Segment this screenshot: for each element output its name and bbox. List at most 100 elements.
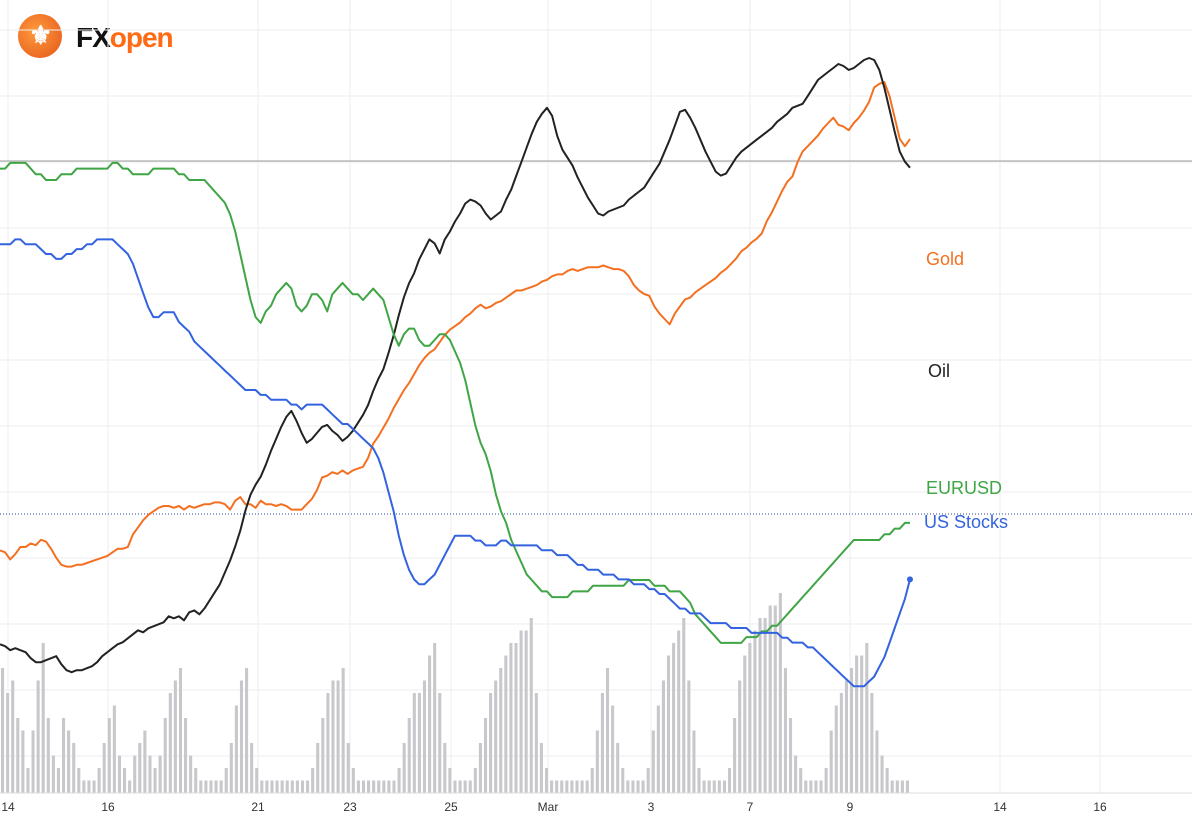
volume-bar — [529, 618, 533, 793]
volume-bar — [382, 780, 386, 793]
volume-bar — [555, 780, 559, 793]
volume-bar — [677, 630, 681, 793]
volume-bar — [377, 780, 381, 793]
volume-bar — [712, 780, 716, 793]
volume-bar — [239, 680, 244, 793]
volume-bar — [300, 780, 305, 793]
volume-bar — [880, 755, 884, 793]
volume-bar — [682, 618, 686, 793]
volume-bar — [544, 768, 549, 793]
volume-bar — [107, 718, 111, 793]
series-label-gold: Gold — [926, 249, 965, 269]
volume-bar — [67, 730, 71, 793]
x-tick-label: 16 — [101, 800, 115, 814]
volume-bar — [575, 780, 579, 793]
volume-bar — [534, 693, 538, 793]
volume-bar — [560, 780, 564, 793]
series-line-us-stocks — [0, 238, 911, 688]
volume-bar — [621, 768, 625, 793]
volume-bar — [611, 705, 615, 793]
volume-bar — [697, 768, 701, 793]
series-label-oil: Oil — [928, 361, 950, 381]
volume-bar — [641, 780, 645, 793]
volume-bar — [631, 780, 635, 793]
volume-bar — [21, 730, 25, 793]
volume-bar — [336, 680, 340, 793]
volume-bar — [855, 655, 859, 793]
volume-bar — [178, 668, 183, 793]
volume-bar — [204, 780, 208, 793]
volume-bar — [72, 743, 76, 793]
volume-bar — [483, 718, 488, 793]
volume-bar — [524, 630, 528, 793]
volume-bar — [163, 718, 167, 793]
volume-bar — [346, 743, 350, 793]
series-line-eurusd — [0, 161, 910, 644]
volume-bar — [77, 768, 81, 793]
volume-bar — [219, 780, 223, 793]
volume-bar — [31, 730, 35, 793]
volume-bar — [905, 780, 909, 793]
volume-bar — [234, 705, 238, 793]
volume-bar — [148, 755, 152, 793]
volume-bar — [194, 768, 198, 793]
volume-bar — [290, 780, 294, 793]
volume-bar — [788, 718, 793, 793]
volume-bar — [814, 780, 818, 793]
volume-bar — [265, 780, 269, 793]
volume-bar — [97, 768, 101, 793]
volume-bar — [51, 755, 55, 793]
volume-bar — [478, 743, 482, 793]
volume-bar — [214, 780, 218, 793]
logo-open-text: open — [109, 22, 174, 53]
volume-bar — [112, 705, 116, 793]
dragon-glyph-icon: ⚜ — [29, 20, 53, 50]
volume-bar — [626, 780, 630, 793]
volume-bar — [809, 780, 813, 793]
volume-bar — [260, 780, 264, 793]
volume-bar — [321, 718, 325, 793]
x-tick-label: 3 — [648, 800, 655, 814]
x-tick-label: 7 — [747, 800, 754, 814]
dragon-badge-icon: ⚜ — [18, 14, 62, 58]
volume-bar — [356, 780, 360, 793]
volume-bar — [316, 743, 320, 793]
fxopen-logo: ⚜ FXopen — [18, 14, 188, 60]
volume-bar — [717, 780, 721, 793]
volume-bar — [870, 693, 874, 793]
volume-bar — [92, 780, 96, 793]
x-tick-label: Mar — [538, 800, 559, 814]
volume-bar — [306, 780, 310, 793]
volume-bar — [758, 618, 762, 793]
volume-bar — [6, 693, 10, 793]
volume-bar — [387, 780, 391, 793]
volume-bar — [743, 655, 747, 793]
volume-bar — [1, 668, 5, 793]
volume-bar — [463, 780, 467, 793]
volume-bar — [895, 780, 899, 793]
volume-bar — [453, 780, 457, 793]
volume-bar — [280, 780, 284, 793]
volume-bar — [87, 780, 91, 793]
volume-bar — [672, 643, 676, 793]
volume-bar — [56, 768, 61, 793]
volume-bar — [158, 755, 162, 793]
logo-wordmark: FXopen — [76, 22, 174, 54]
volume-bar — [595, 730, 599, 793]
volume-bar — [824, 768, 828, 793]
volume-bar — [702, 780, 706, 793]
volume-bar — [722, 780, 726, 793]
volume-bar — [651, 730, 655, 793]
x-tick-label: 25 — [444, 800, 458, 814]
volume-bar — [844, 680, 848, 793]
volume-bar — [46, 718, 50, 793]
volume-bar — [361, 780, 366, 793]
volume-bar — [224, 768, 228, 793]
volume-bar — [580, 780, 584, 793]
series-lines — [0, 57, 913, 688]
volume-bar — [489, 693, 493, 793]
volume-bar — [229, 743, 233, 793]
volume-bar — [326, 693, 330, 793]
volume-bar — [285, 780, 289, 793]
